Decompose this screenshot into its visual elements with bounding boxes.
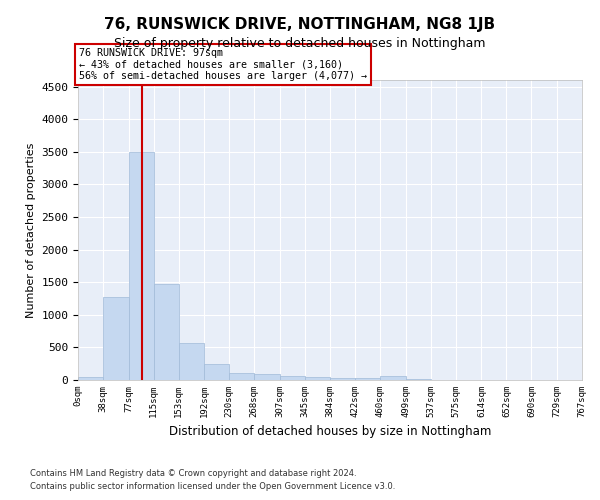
Bar: [103, 296, 128, 380]
Bar: [280, 376, 305, 380]
Bar: [380, 376, 406, 380]
Bar: [305, 378, 331, 380]
Bar: [355, 378, 380, 380]
Bar: [229, 372, 254, 380]
Bar: [128, 152, 154, 380]
Y-axis label: Number of detached properties: Number of detached properties: [26, 142, 36, 318]
Bar: [254, 374, 280, 380]
Bar: [331, 378, 355, 380]
Bar: [78, 376, 103, 380]
Text: Size of property relative to detached houses in Nottingham: Size of property relative to detached ho…: [114, 38, 486, 51]
Text: Contains public sector information licensed under the Open Government Licence v3: Contains public sector information licen…: [30, 482, 395, 491]
Text: 76 RUNSWICK DRIVE: 97sqm
← 43% of detached houses are smaller (3,160)
56% of sem: 76 RUNSWICK DRIVE: 97sqm ← 43% of detach…: [79, 48, 367, 82]
Bar: [154, 284, 179, 380]
X-axis label: Distribution of detached houses by size in Nottingham: Distribution of detached houses by size …: [169, 426, 491, 438]
Bar: [179, 342, 204, 380]
Text: 76, RUNSWICK DRIVE, NOTTINGHAM, NG8 1JB: 76, RUNSWICK DRIVE, NOTTINGHAM, NG8 1JB: [104, 18, 496, 32]
Text: Contains HM Land Registry data © Crown copyright and database right 2024.: Contains HM Land Registry data © Crown c…: [30, 468, 356, 477]
Bar: [204, 364, 229, 380]
